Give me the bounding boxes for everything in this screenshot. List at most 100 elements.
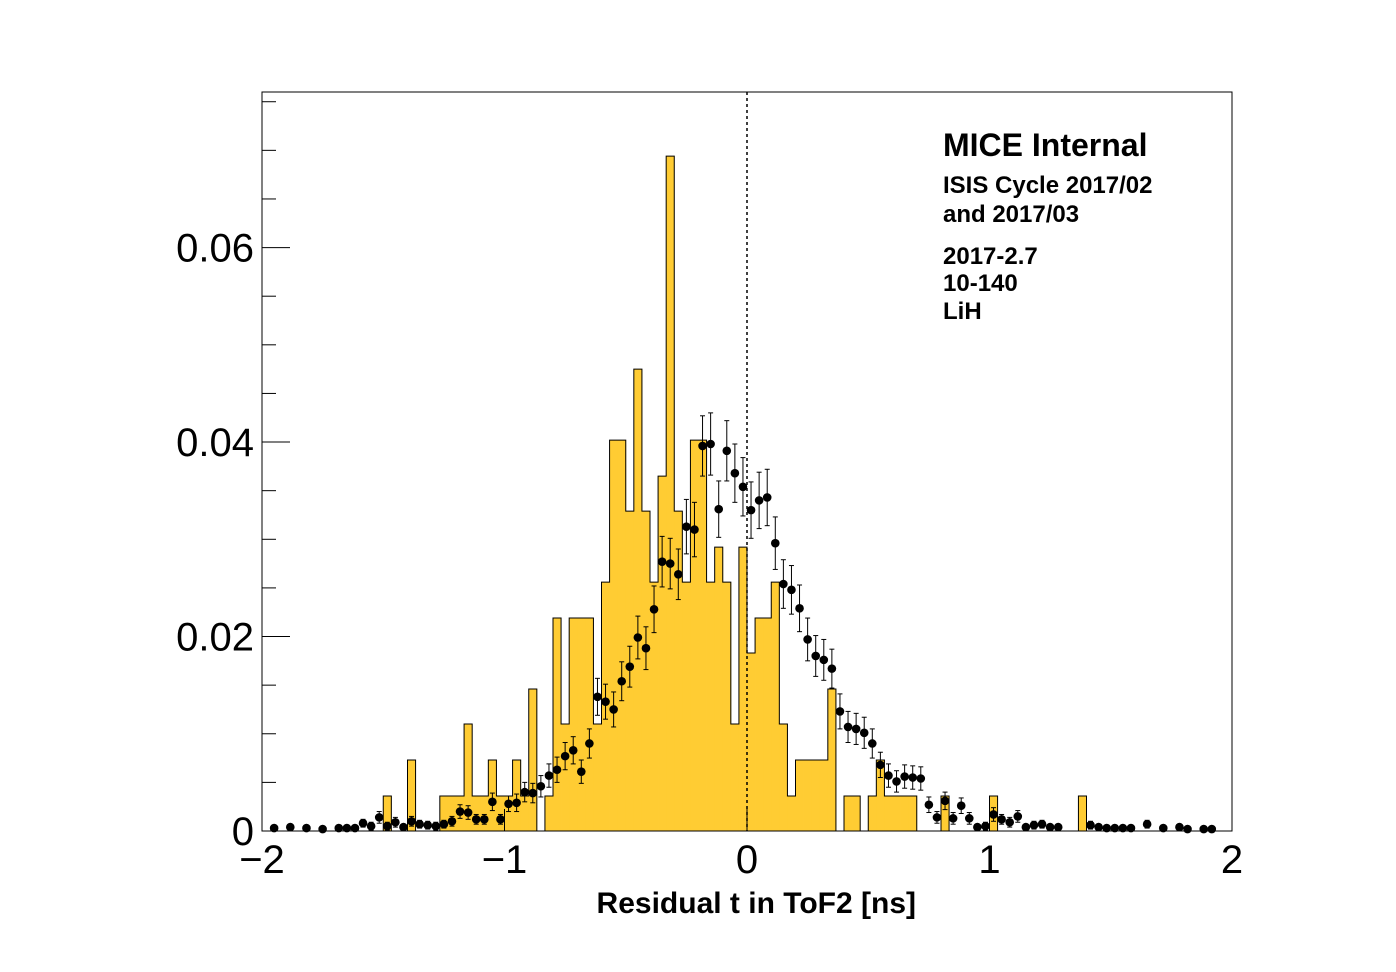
hist-bar [908, 795, 918, 831]
data-point [981, 821, 990, 831]
hist-bar [803, 760, 813, 831]
hist-bar [577, 618, 586, 831]
data-point [900, 772, 909, 781]
hist-bar [852, 795, 861, 831]
data-point [698, 441, 707, 451]
data-point [754, 496, 764, 505]
data-point [1142, 819, 1152, 829]
hist-bar [674, 511, 683, 831]
data-point [738, 482, 748, 492]
data-point [463, 808, 473, 817]
data-point [1199, 824, 1209, 834]
data-point [1110, 823, 1120, 833]
hist-bar [658, 476, 667, 831]
hist-bar [447, 795, 457, 831]
hist-bar [617, 440, 627, 831]
hist-bar [520, 795, 530, 831]
hist-bar [763, 618, 772, 831]
data-point [924, 800, 934, 810]
data-point [479, 815, 489, 824]
data-point [690, 525, 699, 534]
data-point [682, 522, 691, 531]
hist-bar [472, 795, 481, 831]
data-point [884, 771, 893, 780]
data-point [415, 819, 424, 829]
hist-bar [690, 440, 699, 831]
y-tick-label: 0.06 [176, 227, 254, 271]
data-point [439, 819, 449, 829]
data-point [1102, 823, 1112, 833]
data-point [544, 771, 554, 780]
hist-bar [553, 618, 562, 831]
hist-bar [747, 653, 756, 831]
data-point [358, 818, 368, 828]
data-point [762, 493, 772, 502]
hist-bar [528, 689, 538, 831]
hist-bar [633, 369, 643, 831]
data-point [706, 439, 715, 449]
hist-bar [900, 795, 910, 831]
hist-bar [407, 760, 416, 831]
data-point [940, 796, 950, 806]
hist-bar [714, 547, 724, 831]
hist-bar [569, 618, 578, 831]
data-point [746, 505, 756, 515]
data-point [1021, 822, 1031, 832]
data-point [593, 692, 602, 702]
hist-bar [827, 689, 837, 831]
data-point [859, 728, 869, 738]
hist-bar [941, 795, 950, 831]
data-point [423, 820, 433, 830]
data-point [722, 446, 732, 456]
data-point [1158, 823, 1168, 833]
hist-bar [811, 760, 821, 831]
data-point [714, 504, 724, 514]
data-point [916, 774, 926, 783]
hist-bar [771, 582, 780, 831]
data-point [673, 569, 683, 579]
hist-bar [585, 618, 594, 831]
data-point [585, 739, 594, 748]
data-point [269, 823, 279, 833]
annotation: ISIS Cycle 2017/02 [943, 172, 1152, 199]
hist-bar [650, 582, 659, 831]
data-point [730, 468, 740, 478]
hist-bar [464, 724, 473, 831]
data-point [1118, 823, 1128, 833]
data-point [1175, 822, 1184, 832]
data-point [617, 676, 627, 686]
data-point [989, 810, 998, 819]
data-point [366, 821, 376, 831]
data-point [1013, 812, 1023, 821]
data-point [496, 815, 505, 824]
data-point [795, 604, 804, 613]
annotation: 10-140 [943, 270, 1018, 297]
data-point [908, 773, 918, 782]
hist-bar [593, 724, 602, 831]
data-point [964, 814, 974, 823]
x-tick-label: −1 [482, 838, 528, 882]
data-point [382, 821, 392, 831]
data-point [334, 823, 344, 833]
data-point [488, 797, 497, 807]
data-point [609, 705, 618, 714]
data-point [1045, 822, 1055, 832]
hist-bar [884, 795, 893, 831]
data-point [399, 822, 408, 832]
hist-bar [706, 582, 716, 831]
data-point [512, 798, 521, 808]
data-point [1207, 824, 1217, 834]
data-point [504, 799, 513, 809]
data-point [1094, 822, 1103, 832]
data-point [342, 823, 352, 833]
data-point [803, 635, 812, 644]
data-point [447, 816, 457, 826]
data-point [657, 557, 667, 566]
data-point [892, 777, 901, 786]
hist-bar [641, 511, 651, 831]
data-point [1037, 819, 1047, 829]
data-point [843, 722, 853, 732]
x-axis-title: Residual t in ToF2 [ns] [597, 887, 916, 920]
data-point [867, 739, 877, 748]
